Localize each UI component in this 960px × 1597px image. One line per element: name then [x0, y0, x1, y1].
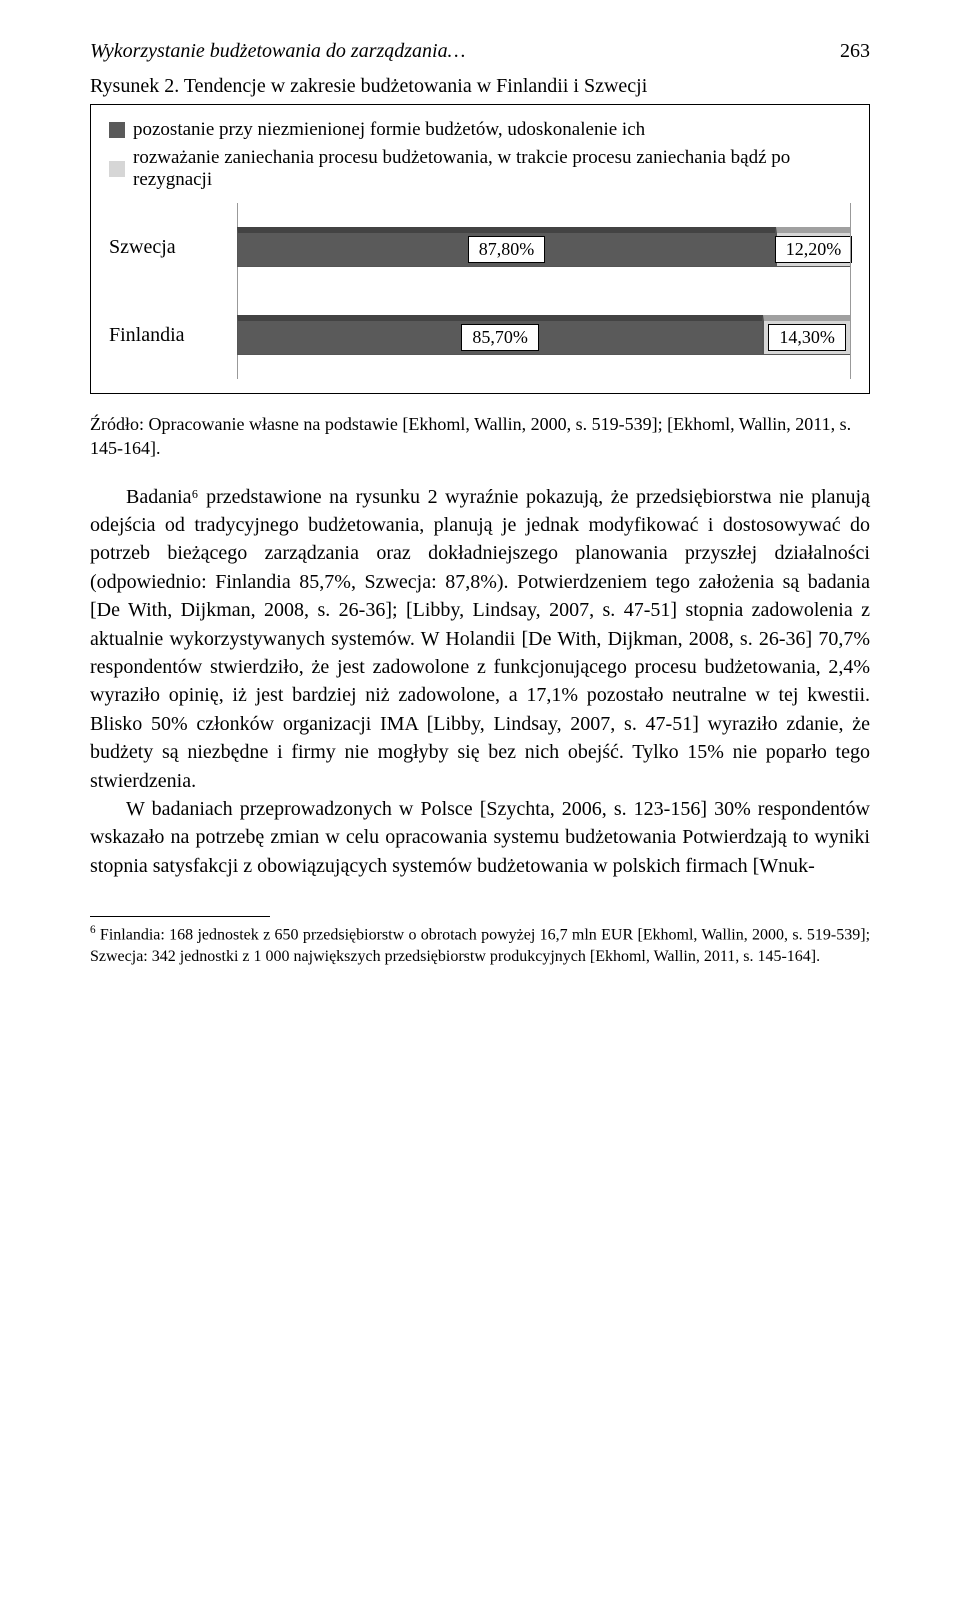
footnote: 6 Finlandia: 168 jednostek z 650 przedsi…	[90, 923, 870, 968]
legend-swatch	[109, 161, 125, 177]
running-title: Wykorzystanie budżetowania do zarządzani…	[90, 40, 465, 63]
figure-caption: Rysunek 2. Tendencje w zakresie budżetow…	[90, 75, 870, 98]
footnote-marker: 6	[90, 924, 96, 936]
bar-segment: 87,80%	[237, 227, 776, 267]
chart-area: Szwecja 87,80% 12,20% Finlandia	[109, 221, 851, 361]
bar-group-finlandia: Finlandia 85,70% 14,30%	[109, 309, 851, 361]
paragraph: Badania⁶ przedstawione na rysunku 2 wyra…	[90, 483, 870, 795]
bar-label: Finlandia	[109, 324, 237, 347]
bar-value-label: 12,20%	[775, 236, 853, 263]
legend-label: rozważanie zaniechania procesu budżetowa…	[133, 147, 851, 191]
bar-value-label: 85,70%	[461, 324, 539, 351]
bar-group-szwecja: Szwecja 87,80% 12,20%	[109, 221, 851, 273]
legend-swatch	[109, 122, 125, 138]
chart-container: pozostanie przy niezmienionej formie bud…	[90, 104, 870, 394]
bar-segment: 12,20%	[776, 227, 851, 267]
footnote-text: Finlandia: 168 jednostek z 650 przedsięb…	[90, 926, 870, 965]
bar-value-label: 14,30%	[768, 324, 846, 351]
page: Wykorzystanie budżetowania do zarządzani…	[0, 0, 960, 1028]
bar-segment: 85,70%	[237, 315, 763, 355]
bar-track: 87,80% 12,20%	[237, 221, 851, 273]
page-number: 263	[840, 40, 870, 63]
paragraph: W badaniach przeprowadzonych w Polsce [S…	[90, 795, 870, 880]
figure-source: Źródło: Opracowanie własne na podstawie …	[90, 412, 870, 461]
bar-stack: 87,80% 12,20%	[237, 227, 851, 267]
bar-stack: 85,70% 14,30%	[237, 315, 851, 355]
running-head: Wykorzystanie budżetowania do zarządzani…	[90, 40, 870, 63]
footnote-separator	[90, 916, 270, 917]
bar-segment: 14,30%	[763, 315, 851, 355]
bar-value-label: 87,80%	[468, 236, 546, 263]
legend-item: pozostanie przy niezmienionej formie bud…	[109, 119, 851, 141]
bar-track: 85,70% 14,30%	[237, 309, 851, 361]
body-text: Badania⁶ przedstawione na rysunku 2 wyra…	[90, 483, 870, 880]
bar-label: Szwecja	[109, 236, 237, 259]
legend-label: pozostanie przy niezmienionej formie bud…	[133, 119, 645, 141]
legend-item: rozważanie zaniechania procesu budżetowa…	[109, 147, 851, 191]
